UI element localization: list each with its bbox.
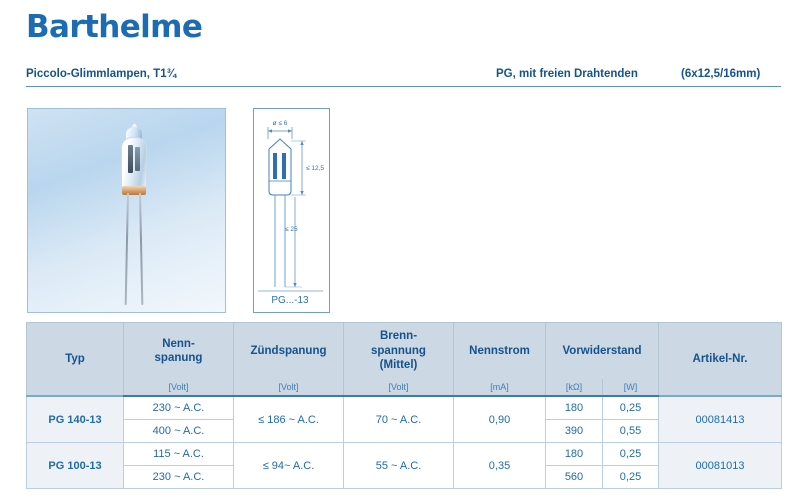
unit-brennspannung: [Volt] bbox=[343, 379, 454, 397]
lamp-illustration bbox=[114, 124, 154, 307]
drawing-caption: PG...-13 bbox=[271, 295, 309, 306]
table-header: Typ Nenn- spanung Zündspanung Brenn- spa… bbox=[26, 322, 782, 397]
col-header-brennspannung-line2: spannung bbox=[371, 344, 426, 357]
col-header-nennstrom: Nennstrom bbox=[453, 322, 546, 379]
col-header-brennspannung: Brenn- spannung (Mittel) bbox=[343, 322, 454, 379]
header-divider bbox=[26, 86, 781, 87]
product-photo bbox=[27, 108, 226, 313]
col-header-artikelnr: Artikel-Nr. bbox=[658, 322, 782, 396]
drawing-diameter-label: ø ≤ 6 bbox=[273, 120, 288, 127]
cell-nennstrom: 0,35 bbox=[453, 442, 546, 489]
lamp-electrode-1 bbox=[128, 145, 133, 173]
drawing-svg: ø ≤ 6 ≤ 12,5 ≤ 25 PG...-13 bbox=[258, 120, 324, 306]
cell-nennspanung: 400 ~ A.C. bbox=[123, 419, 234, 443]
unit-nennstrom: [mA] bbox=[453, 379, 546, 397]
cell-vorwiderstand-watt: 0,25 bbox=[602, 395, 659, 420]
cell-zuendspannung: ≤ 186 ~ A.C. bbox=[233, 395, 344, 443]
cell-brennspannung: 70 ~ A.C. bbox=[343, 395, 454, 443]
table-row: PG 140-13 230 ~ A.C. ≤ 186 ~ A.C. 70 ~ A… bbox=[26, 395, 782, 443]
col-header-brennspannung-line1: Brenn- bbox=[379, 330, 418, 343]
lamp-base bbox=[122, 186, 146, 195]
drawing-body-length-label: ≤ 12,5 bbox=[306, 165, 324, 172]
cell-vorwiderstand-kohm: 180 bbox=[545, 442, 603, 466]
cell-vorwiderstand-kohm: 180 bbox=[545, 395, 603, 420]
table-row: 230 ~ A.C. 560 0,25 bbox=[27, 465, 782, 489]
col-header-zuendspannung: Zündspanung bbox=[233, 322, 344, 379]
cell-vorwiderstand-kohm: 390 bbox=[545, 419, 603, 443]
lamp-lead-wire-1 bbox=[124, 192, 129, 305]
specification-table: Typ Nenn- spanung Zündspanung Brenn- spa… bbox=[26, 322, 782, 489]
cell-vorwiderstand-kohm: 560 bbox=[545, 465, 603, 489]
unit-zuendspannung: [Volt] bbox=[233, 379, 344, 397]
col-header-vorwiderstand: Vorwiderstand bbox=[545, 322, 659, 379]
lamp-bulb bbox=[121, 137, 147, 191]
cell-brennspannung: 55 ~ A.C. bbox=[343, 442, 454, 489]
brand-logo: Barthelme bbox=[26, 9, 203, 45]
col-header-nennspanung-line2: spanung bbox=[154, 352, 203, 364]
cell-artikelnr: 00081013 bbox=[658, 442, 782, 489]
cell-vorwiderstand-watt: 0,25 bbox=[602, 465, 659, 489]
col-header-nennspanung-line1: Nenn- bbox=[162, 337, 195, 350]
cell-nennstrom: 0,90 bbox=[453, 395, 546, 443]
cell-zuendspannung: ≤ 94~ A.C. bbox=[233, 442, 344, 489]
table-row: PG 100-13 115 ~ A.C. ≤ 94~ A.C. 55 ~ A.C… bbox=[26, 442, 782, 489]
col-header-typ: Typ bbox=[26, 322, 124, 396]
header-product-title: Piccolo-Glimmlampen, T1¾ bbox=[26, 68, 177, 80]
unit-nennspanung: [Volt] bbox=[123, 379, 234, 397]
page-header: Piccolo-Glimmlampen, T1¾ PG, mit freien … bbox=[26, 68, 781, 92]
cell-nennspanung: 230 ~ A.C. bbox=[123, 465, 234, 489]
cell-vorwiderstand-watt: 0,25 bbox=[602, 442, 659, 466]
cell-artikelnr: 00081413 bbox=[658, 395, 782, 443]
header-dimension-label: (6x12,5/16mm) bbox=[681, 68, 761, 80]
col-header-brennspannung-line3: (Mittel) bbox=[379, 359, 418, 372]
technical-drawing: ø ≤ 6 ≤ 12,5 ≤ 25 PG...-13 bbox=[253, 108, 330, 313]
col-header-nennspanung: Nenn- spanung bbox=[123, 322, 234, 379]
cell-typ: PG 140-13 bbox=[26, 395, 124, 443]
header-variant-label: PG, mit freien Drahtenden bbox=[496, 68, 638, 80]
cell-nennspanung: 230 ~ A.C. bbox=[123, 395, 234, 420]
unit-vorwiderstand-watt: [W] bbox=[602, 379, 659, 397]
lamp-lead-wire-2 bbox=[139, 192, 144, 305]
drawing-total-length-label: ≤ 25 bbox=[285, 226, 298, 233]
table-body: PG 140-13 230 ~ A.C. ≤ 186 ~ A.C. 70 ~ A… bbox=[26, 395, 782, 489]
cell-vorwiderstand-watt: 0,55 bbox=[602, 419, 659, 443]
table-row: 400 ~ A.C. 390 0,55 bbox=[27, 419, 782, 443]
cell-typ: PG 100-13 bbox=[26, 442, 124, 489]
unit-vorwiderstand-kohm: [kΩ] bbox=[545, 379, 603, 397]
lamp-electrode-2 bbox=[135, 147, 140, 171]
cell-nennspanung: 115 ~ A.C. bbox=[123, 442, 234, 466]
